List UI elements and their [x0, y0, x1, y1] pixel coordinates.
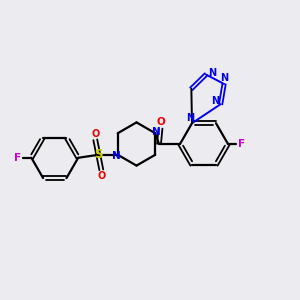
Text: F: F [238, 139, 245, 149]
Text: F: F [14, 153, 21, 163]
Text: N: N [208, 68, 216, 78]
Text: O: O [97, 171, 105, 181]
Text: S: S [94, 148, 103, 161]
Text: N: N [220, 73, 228, 83]
Text: N: N [152, 127, 161, 137]
Text: O: O [156, 117, 165, 128]
Text: N: N [112, 151, 121, 161]
Text: N: N [211, 96, 219, 106]
Text: O: O [91, 129, 99, 139]
Text: N: N [186, 113, 195, 123]
